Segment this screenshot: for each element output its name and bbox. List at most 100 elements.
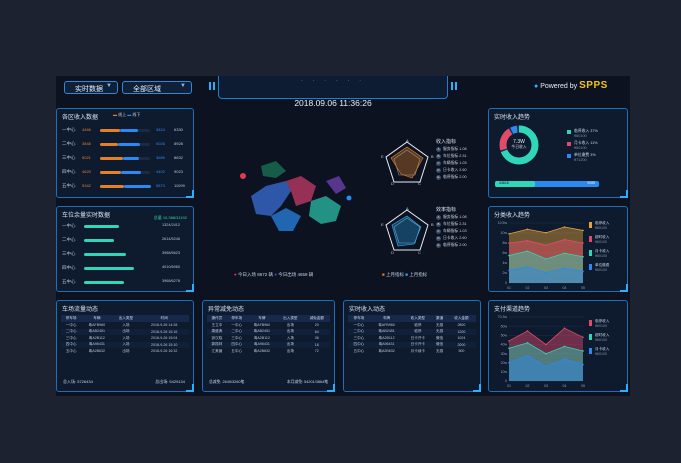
- data-point: [545, 244, 547, 247]
- unit-bar-offline: [117, 143, 140, 146]
- data-point: [508, 233, 510, 235]
- table-cell: 粤AB2451: [253, 329, 271, 334]
- x-tick-label: 02: [526, 286, 530, 290]
- unit-name: 三中心: [62, 155, 76, 160]
- table-cell: 粤AB2451: [88, 329, 106, 334]
- panel-title: 支付渠道趋势: [494, 307, 531, 313]
- table-cell: 五中心: [231, 348, 243, 353]
- data-point: [582, 242, 584, 244]
- unit-bar-online: [100, 143, 118, 146]
- unit-name: 四中心: [62, 169, 76, 174]
- region-select[interactable]: 全部区域 ▼: [122, 81, 192, 94]
- table-cell: 三中心: [231, 335, 243, 340]
- unit-offline: 4402: [156, 169, 165, 174]
- table-cell: 500: [458, 349, 465, 354]
- radar-chart-2: [385, 209, 429, 251]
- table-header: 停车场: [348, 315, 370, 322]
- table-cell: 粤A2B112: [253, 335, 270, 340]
- data-mode-select[interactable]: 实时数据 ▼: [64, 81, 118, 94]
- donut-label: 今日收入: [511, 145, 527, 149]
- parking-bar: [84, 253, 126, 256]
- brand-logo: SPPS: [579, 80, 608, 91]
- series-area: [509, 267, 583, 283]
- table-cell: 无感: [436, 322, 444, 327]
- legend-swatch: [567, 142, 571, 146]
- unit-name: 二中心: [62, 141, 76, 146]
- table-cell: 2000: [457, 342, 466, 347]
- city-map[interactable]: [231, 146, 361, 246]
- table-row[interactable]: 二中心 粤AB2451 出场 2018-9-26 15:16: [61, 328, 189, 335]
- unit-online: 3848: [82, 141, 91, 146]
- header-dots: · · · · · ·: [300, 78, 366, 84]
- table-cell: 粤A2B112: [378, 335, 395, 340]
- abnormal-table: 操作员 停车场 车牌 出入类型 减免金额 王立中 一中心 粤AFB960 出场 20 康盛典 二中心粤…: [207, 315, 330, 355]
- unit-bar: [100, 157, 150, 160]
- table-row[interactable]: 钟汉晓 三中心 粤A2B112 入场 36: [207, 335, 330, 342]
- map-marker: [240, 173, 246, 179]
- table-row[interactable]: 王立中 一中心 粤AFB960 出场 20: [207, 322, 330, 329]
- realtime-income-table: 停车场 车牌 收入类型 渠道 收入金额 一中心 粤AFB960 临停 无感 2800 二中心 粤AB2…: [348, 315, 476, 355]
- parking-bar: [84, 281, 124, 284]
- x-tick-label: 05: [581, 384, 585, 388]
- table-row[interactable]: 五中心 粤A2B632 月卡续卡 无感 500: [348, 348, 476, 355]
- x-tick-label: 04: [563, 286, 567, 290]
- table-cell: 2018-9-26 15:10: [151, 342, 178, 347]
- logo-dot-icon: ●: [534, 83, 539, 90]
- table-row[interactable]: 江美薇 五中心 粤A2B632 出场 72: [207, 348, 330, 355]
- table-cell: 粤A2B632: [253, 348, 271, 353]
- data-point: [582, 229, 584, 232]
- table-row[interactable]: 康盛典 二中心 粤AB2451 出场 64: [207, 328, 330, 335]
- table-cell: 康盛典: [211, 329, 223, 334]
- unit-online: 4466: [82, 127, 91, 132]
- map-marker: [346, 195, 352, 201]
- chart-legend-item: 超时收入 ¥60100: [589, 235, 627, 249]
- kpi-item: B 车位指标 2.31: [436, 154, 467, 159]
- kpi-title: 收入指标: [436, 139, 457, 145]
- table-row[interactable]: 五中心 粤A2B632 出场 2018-9-26 16:32: [61, 348, 189, 355]
- data-point: [526, 228, 529, 231]
- table-row[interactable]: 四中心 粤A96431 日卡开卡 微信 2000: [348, 341, 476, 348]
- panel-title: 分类收入趋势: [494, 213, 531, 219]
- table-cell: 四中心: [65, 342, 77, 347]
- y-tick-label: 10.5w: [498, 221, 508, 225]
- table-cell: 1200: [457, 329, 466, 334]
- channel-area-chart: 70.3w 60w 50w 40w 30w 20w 10w 001 02 03 04 05: [498, 315, 585, 388]
- x-tick-label: 02: [526, 384, 530, 388]
- table-cell: 18: [314, 342, 319, 347]
- table-cell: 出场: [122, 329, 130, 334]
- table-cell: 临停: [414, 322, 422, 327]
- unit-total: 6330: [174, 127, 183, 132]
- table-cell: 五中心: [65, 348, 77, 353]
- unit-row: 三中心 5021 3689 8632: [62, 155, 190, 163]
- legend: ▬ 线上 ▬ 线下: [113, 112, 141, 117]
- table-row[interactable]: 郭振林 四中心 粤A96431 出场 18: [207, 341, 330, 348]
- legend-swatch: [567, 130, 571, 134]
- table-cell: 出场: [286, 348, 294, 353]
- table-header: 停车场: [226, 315, 247, 322]
- parking-bar: [84, 225, 119, 228]
- parking-name: 三中心: [62, 251, 76, 256]
- kpi-badge: A: [436, 147, 441, 152]
- realtime-income-panel: 实时收入动态 停车场 车牌 收入类型 渠道 收入金额 一中心 粤AFB960 临停 无感 2800…: [343, 300, 481, 392]
- unit-row: 四中心 4620 4402 9023: [62, 169, 190, 177]
- kpi-item: D 日卡收入 2.60: [436, 168, 467, 173]
- table-row[interactable]: 一中心 粤AFB960 入场 2018-9-26 14:28: [61, 322, 189, 329]
- x-tick-label: 03: [544, 286, 548, 290]
- radar-label: C: [418, 181, 421, 186]
- x-tick-label: 01: [507, 286, 511, 290]
- table-cell: 入场: [122, 335, 130, 340]
- legend-swatch: [589, 348, 592, 354]
- table-cell: 2018-9-26 15:16: [151, 329, 178, 334]
- table-row[interactable]: 二中心 粤AB2451 临停 无感 1200: [348, 328, 476, 335]
- table-row[interactable]: 四中心 粤A96431 入场 2018-9-26 15:10: [61, 341, 189, 348]
- y-tick-label: 0: [505, 281, 507, 285]
- table-cell: 四中心: [231, 342, 243, 347]
- panel-title: 实时收入动态: [349, 307, 386, 313]
- table-row[interactable]: 三中心 粤A2B112 入场 2018-9-26 15:04: [61, 335, 189, 342]
- unit-bar: [100, 185, 151, 188]
- data-point: [563, 252, 566, 255]
- data-point: [526, 266, 529, 268]
- table-row[interactable]: 三中心 粤A2B112 日卡开卡 微信 1024: [348, 335, 476, 342]
- kpi-badge: B: [436, 222, 441, 227]
- table-row[interactable]: 一中心 粤AFB960 临停 无感 2800: [348, 322, 476, 329]
